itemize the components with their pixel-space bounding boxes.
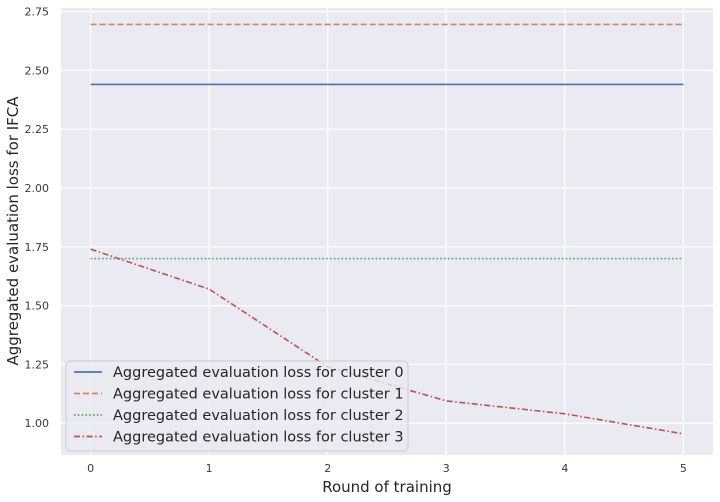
x-tick-label: 2 [324, 462, 331, 475]
y-tick-label: 1.25 [25, 358, 50, 371]
y-tick-labels: 1.00 1.25 1.50 1.75 2.00 2.25 2.50 2.75 [25, 6, 50, 431]
y-tick-label: 2.75 [25, 6, 50, 19]
legend-label: Aggregated evaluation loss for cluster 2 [113, 408, 404, 424]
x-axis-label: Round of training [322, 478, 452, 496]
x-tick-label: 0 [87, 462, 94, 475]
legend-label: Aggregated evaluation loss for cluster 0 [113, 365, 404, 381]
legend: Aggregated evaluation loss for cluster 0… [65, 360, 409, 452]
legend-label: Aggregated evaluation loss for cluster 1 [113, 387, 404, 403]
y-tick-label: 1.75 [25, 241, 50, 254]
x-tick-label: 4 [561, 462, 568, 475]
x-tick-label: 3 [443, 462, 450, 475]
y-tick-label: 1.00 [25, 417, 50, 430]
y-tick-label: 1.50 [25, 300, 50, 313]
x-tick-label: 5 [680, 462, 687, 475]
legend-label: Aggregated evaluation loss for cluster 3 [113, 430, 404, 446]
legend-box [65, 360, 409, 452]
x-tick-labels: 0 1 2 3 4 5 [87, 462, 687, 475]
x-tick-label: 1 [206, 462, 213, 475]
y-axis-label: Aggregated evaluation loss for IFCA [4, 96, 22, 366]
y-tick-label: 2.00 [25, 182, 50, 195]
y-tick-label: 2.50 [25, 64, 50, 77]
y-tick-label: 2.25 [25, 123, 50, 136]
